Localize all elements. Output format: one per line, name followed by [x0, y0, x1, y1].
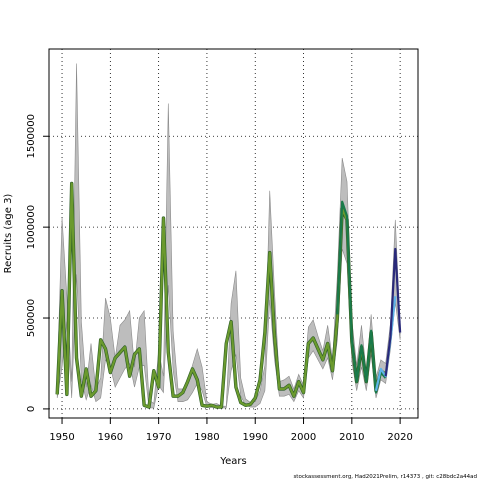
series-line-main: [56, 182, 387, 409]
y-tick-label: 500000: [26, 299, 37, 337]
x-tick-label: 2010: [339, 432, 364, 443]
x-tick-label: 2020: [387, 432, 412, 443]
y-tick-label: 1000000: [26, 205, 37, 250]
y-axis: 0 500000 1000000 1500000: [26, 114, 50, 412]
x-tick-label: 1970: [146, 432, 171, 443]
series-line-navy: [384, 247, 402, 377]
y-tick-label: 0: [26, 406, 37, 412]
x-tick-label: 1950: [49, 432, 74, 443]
confidence-band-area: [56, 63, 401, 409]
y-tick-label: 1500000: [26, 114, 37, 159]
x-tick-label: 2000: [291, 432, 316, 443]
x-tick-label: 1990: [243, 432, 268, 443]
x-axis: 1950 1960 1970 1980 1990 2000 2010 2020: [49, 417, 413, 443]
series-lines: [55, 181, 402, 409]
x-tick-label: 1960: [98, 432, 123, 443]
y-axis-title: Recruits (age 3): [3, 194, 14, 274]
x-axis-title: Years: [219, 456, 246, 467]
x-tick-label: 1980: [194, 432, 219, 443]
confidence-band: [56, 63, 401, 409]
footer-credit: stockassessment.org, Had2021Prelim, r143…: [293, 474, 477, 480]
